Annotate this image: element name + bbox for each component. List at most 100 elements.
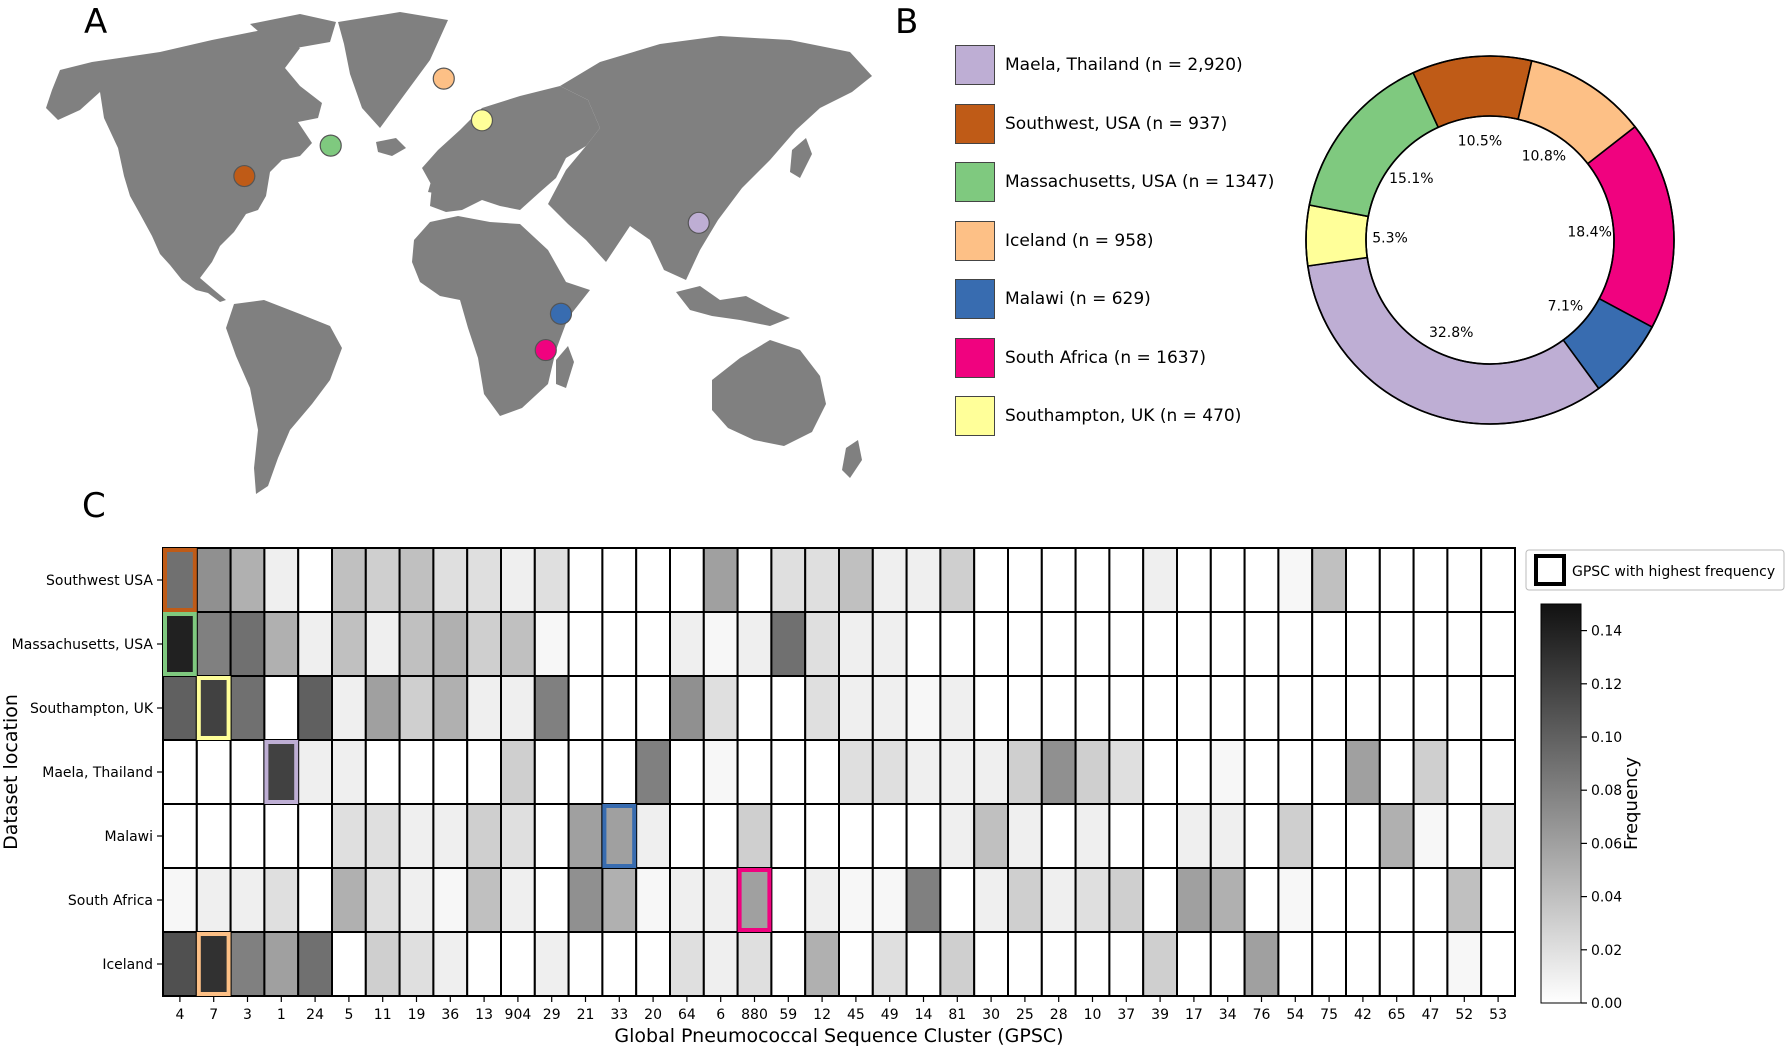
map-marker xyxy=(233,164,256,188)
new-zealand-landmass xyxy=(842,440,862,478)
heatmap-cell xyxy=(838,547,874,613)
heatmap-cell xyxy=(1007,739,1043,805)
heatmap-cell xyxy=(871,547,908,613)
heatmap-cell xyxy=(973,739,1010,805)
map-marker xyxy=(549,302,573,325)
heatmap-cell xyxy=(669,611,705,677)
heatmap-x-tick-labels: 4 7 3 1 24 5 11 19 36 13 904 29 21 33 20 64 6 880 59 12 45 49… xyxy=(175,996,1507,1023)
heatmap-cell xyxy=(1209,867,1246,933)
legend-swatch xyxy=(955,220,995,261)
x-tick-label: 33 xyxy=(610,1007,628,1023)
heatmap-cell xyxy=(1007,547,1043,613)
heatmap-cell xyxy=(905,739,942,805)
heatmap-cell xyxy=(1074,547,1111,613)
heatmap-cell xyxy=(804,675,841,741)
x-tick-label: 52 xyxy=(1455,1007,1473,1023)
heatmap-cell xyxy=(331,611,367,677)
alaska-landmass xyxy=(46,62,100,120)
heatmap-cell xyxy=(1480,739,1516,805)
heatmap-cell xyxy=(1074,803,1111,869)
x-tick-label: 13 xyxy=(475,1007,493,1023)
x-tick-label: 20 xyxy=(644,1007,662,1023)
heatmap-highlight xyxy=(196,932,231,996)
heatmap-cell xyxy=(1007,675,1043,741)
world-map xyxy=(46,12,872,494)
southeast-asia-islands-landmass xyxy=(676,286,790,326)
x-tick-label: 30 xyxy=(982,1007,1000,1023)
heatmap-cell xyxy=(500,547,536,613)
heatmap-cell xyxy=(601,803,638,869)
heatmap-cell xyxy=(466,739,503,805)
x-tick-label: 11 xyxy=(374,1007,392,1023)
heatmap-cell xyxy=(702,547,739,613)
donut-slice-label: 32.8% xyxy=(1429,325,1473,341)
colorbar-tick-label: 0.14 xyxy=(1591,624,1622,640)
heatmap-cell xyxy=(229,739,266,805)
heatmap-cell xyxy=(1446,931,1483,997)
heatmap-cell xyxy=(297,739,334,805)
heatmap-cell xyxy=(432,739,469,805)
heatmap-cell xyxy=(398,739,435,805)
heatmap-cell xyxy=(466,611,503,677)
heatmap-cell xyxy=(364,611,401,677)
heatmap-cell xyxy=(500,803,536,869)
legend-label: Southwest, USA (n = 937) xyxy=(1005,113,1228,134)
heatmap-cell xyxy=(702,867,739,933)
heatmap-cell xyxy=(601,931,638,997)
y-tick-label: Southampton, UK xyxy=(30,701,154,717)
heatmap-cell xyxy=(533,867,570,933)
heatmap-cell xyxy=(331,931,367,997)
heatmap-cell xyxy=(331,867,367,933)
heatmap-cell xyxy=(297,803,334,869)
x-tick-label: 3 xyxy=(243,1007,252,1023)
legend-swatch xyxy=(955,279,995,319)
heatmap-cell xyxy=(1209,675,1246,741)
legend-label: Southampton, UK (n = 470) xyxy=(1005,406,1242,426)
heatmap-cell xyxy=(263,867,300,933)
heatmap-cell xyxy=(162,931,198,997)
heatmap-cell xyxy=(1074,931,1111,997)
legend-item: South Africa (n = 1637) xyxy=(955,337,1206,379)
heatmap-cell xyxy=(1311,675,1347,741)
heatmap-cell xyxy=(871,611,908,677)
heatmap-cell xyxy=(1074,675,1111,741)
heatmap-cell xyxy=(939,867,976,933)
heatmap-cell xyxy=(1277,611,1314,677)
panel-label-c: C xyxy=(82,486,106,526)
heatmap-cell xyxy=(905,675,942,741)
heatmap-cell xyxy=(263,611,300,677)
heatmap-cell xyxy=(838,931,874,997)
heatmap-cell xyxy=(770,739,807,805)
colorbar-tick-label: 0.02 xyxy=(1591,943,1622,959)
heatmap-cell xyxy=(567,931,604,997)
heatmap-cell xyxy=(567,547,604,613)
heatmap-cell xyxy=(297,675,334,741)
heatmap-cell xyxy=(1480,611,1516,677)
heatmap-cell xyxy=(533,611,570,677)
heatmap-cell xyxy=(601,867,638,933)
heatmap-highlights xyxy=(163,548,772,996)
heatmap-cell xyxy=(1176,547,1212,613)
heatmap-cell xyxy=(297,931,334,997)
heatmap-cell xyxy=(297,867,334,933)
heatmap-cell xyxy=(1108,547,1145,613)
heatmap-cell xyxy=(162,739,198,805)
heatmap-cell xyxy=(500,931,536,997)
heatmap-cell xyxy=(1040,611,1077,677)
heatmap-cell xyxy=(432,675,469,741)
heatmap-cell xyxy=(1108,931,1145,997)
legend-item: Southwest, USA (n = 937) xyxy=(955,103,1227,145)
heatmap-cell xyxy=(1176,867,1212,933)
x-tick-label: 14 xyxy=(915,1007,933,1023)
heatmap-cell xyxy=(1007,867,1043,933)
donut-slice-label: 10.8% xyxy=(1522,149,1566,165)
x-tick-label: 7 xyxy=(209,1007,218,1023)
heatmap-cell xyxy=(838,611,874,677)
heatmap-cell xyxy=(635,931,672,997)
x-tick-label: 21 xyxy=(577,1007,595,1023)
y-tick-label: Maela, Thailand xyxy=(42,765,153,781)
donut-slice-label: 7.1% xyxy=(1548,299,1584,315)
x-tick-label: 53 xyxy=(1489,1007,1507,1023)
heatmap-cell xyxy=(466,675,503,741)
